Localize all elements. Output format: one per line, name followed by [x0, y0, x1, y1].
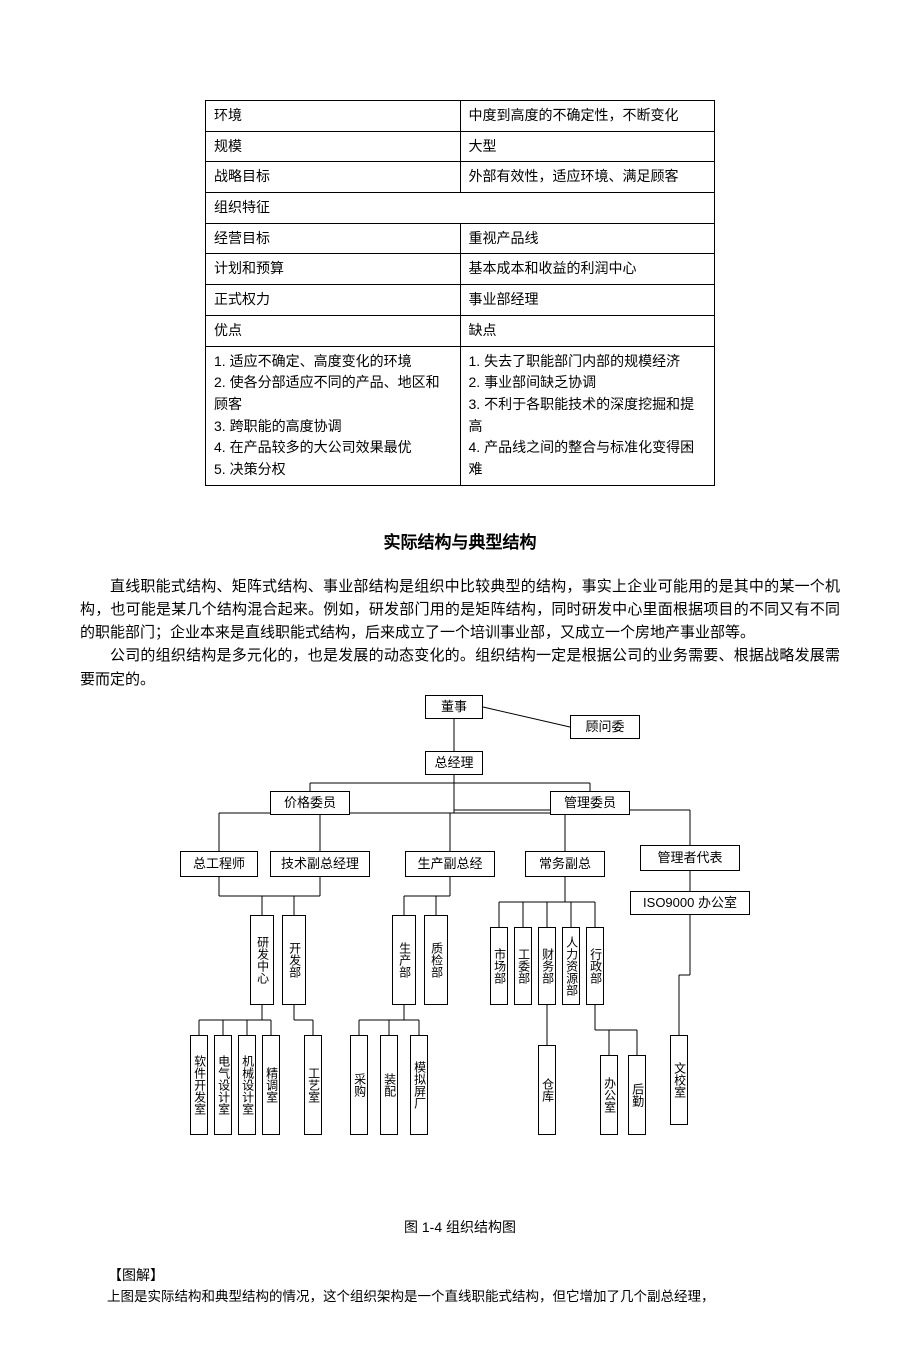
org-node: 董事 — [425, 695, 483, 719]
org-node: 工委部 — [514, 927, 532, 1005]
table-cell: 中度到高度的不确定性，不断变化 — [460, 101, 715, 132]
org-node: 精调室 — [262, 1035, 280, 1135]
chart-caption: 图 1-4 组织结构图 — [80, 1217, 840, 1237]
org-node: 质检部 — [424, 915, 448, 1005]
table-header-cell: 组织特征 — [206, 193, 715, 224]
table-cell: 外部有效性，适应环境、满足顾客 — [460, 162, 715, 193]
org-node: 财务部 — [538, 927, 556, 1005]
org-chart: 董事顾问委总经理价格委员 管理委员总工程师技术副总经理 生产副总经 常务副总 管理者代表… — [150, 695, 770, 1215]
table-cell: 正式权力 — [206, 285, 461, 316]
org-node: 机械设计室 — [238, 1035, 256, 1135]
table-cell: 经营目标 — [206, 223, 461, 254]
org-node: 行政部 — [586, 927, 604, 1005]
org-node: 装配 — [380, 1035, 398, 1135]
table-cell: 基本成本和收益的利润中心 — [460, 254, 715, 285]
org-node: 开发部 — [282, 915, 306, 1005]
org-node: 仓库 — [538, 1045, 556, 1135]
org-node: 总经理 — [425, 751, 483, 775]
paragraph-1: 直线职能式结构、矩阵式结构、事业部结构是组织中比较典型的结构，事实上企业可能用的… — [80, 575, 840, 645]
table-cell: 战略目标 — [206, 162, 461, 193]
org-node: 价格委员 — [270, 791, 350, 815]
characteristics-table: 环境中度到高度的不确定性，不断变化规模大型战略目标外部有效性，适应环境、满足顾客… — [205, 100, 715, 486]
org-node: 管理者代表 — [640, 845, 740, 871]
footnote-body: 上图是实际结构和典型结构的情况，这个组织架构是一个直线职能式结构，但它增加了几个… — [80, 1287, 840, 1307]
org-node: 总工程师 — [180, 851, 258, 877]
org-node: 研发中心 — [250, 915, 274, 1005]
document-page: 环境中度到高度的不确定性，不断变化规模大型战略目标外部有效性，适应环境、满足顾客… — [0, 0, 920, 1367]
org-node: 生产副总经 — [405, 851, 495, 877]
table-cell: 环境 — [206, 101, 461, 132]
org-node: 办公室 — [600, 1055, 618, 1135]
org-node: 文校室 — [670, 1035, 688, 1125]
table-cell: 计划和预算 — [206, 254, 461, 285]
table-cell: 1. 适应不确定、高度变化的环境 2. 使各分部适应不同的产品、地区和顾客 3.… — [206, 346, 461, 485]
org-node: 市场部 — [490, 927, 508, 1005]
section-title: 实际结构与典型结构 — [80, 528, 840, 553]
table-cell: 事业部经理 — [460, 285, 715, 316]
org-node: 管理委员 — [550, 791, 630, 815]
org-node: 技术副总经理 — [270, 851, 370, 877]
table-cell: 1. 失去了职能部门内部的规模经济 2. 事业部间缺乏协调 3. 不利于各职能技… — [460, 346, 715, 485]
footnote-title: 【图解】 — [80, 1265, 840, 1285]
org-node: 常务副总 — [525, 851, 605, 877]
org-node: 电气设计室 — [214, 1035, 232, 1135]
table-header-cell: 缺点 — [460, 315, 715, 346]
table-cell: 重视产品线 — [460, 223, 715, 254]
table-cell: 规模 — [206, 131, 461, 162]
org-node: 模拟屏厂 — [410, 1035, 428, 1135]
org-node: 软件开发室 — [190, 1035, 208, 1135]
org-node: 采购 — [350, 1035, 368, 1135]
org-node: 人力资源部 — [562, 927, 580, 1005]
table-cell: 大型 — [460, 131, 715, 162]
org-node: 生产部 — [392, 915, 416, 1005]
org-node: 工艺室 — [304, 1035, 322, 1135]
paragraph-2: 公司的组织结构是多元化的，也是发展的动态变化的。组织结构一定是根据公司的业务需要… — [80, 644, 840, 691]
org-node: 顾问委 — [570, 715, 640, 739]
org-node: 后勤 — [628, 1055, 646, 1135]
table-header-cell: 优点 — [206, 315, 461, 346]
org-node: ISO9000 办公室 — [630, 891, 750, 915]
